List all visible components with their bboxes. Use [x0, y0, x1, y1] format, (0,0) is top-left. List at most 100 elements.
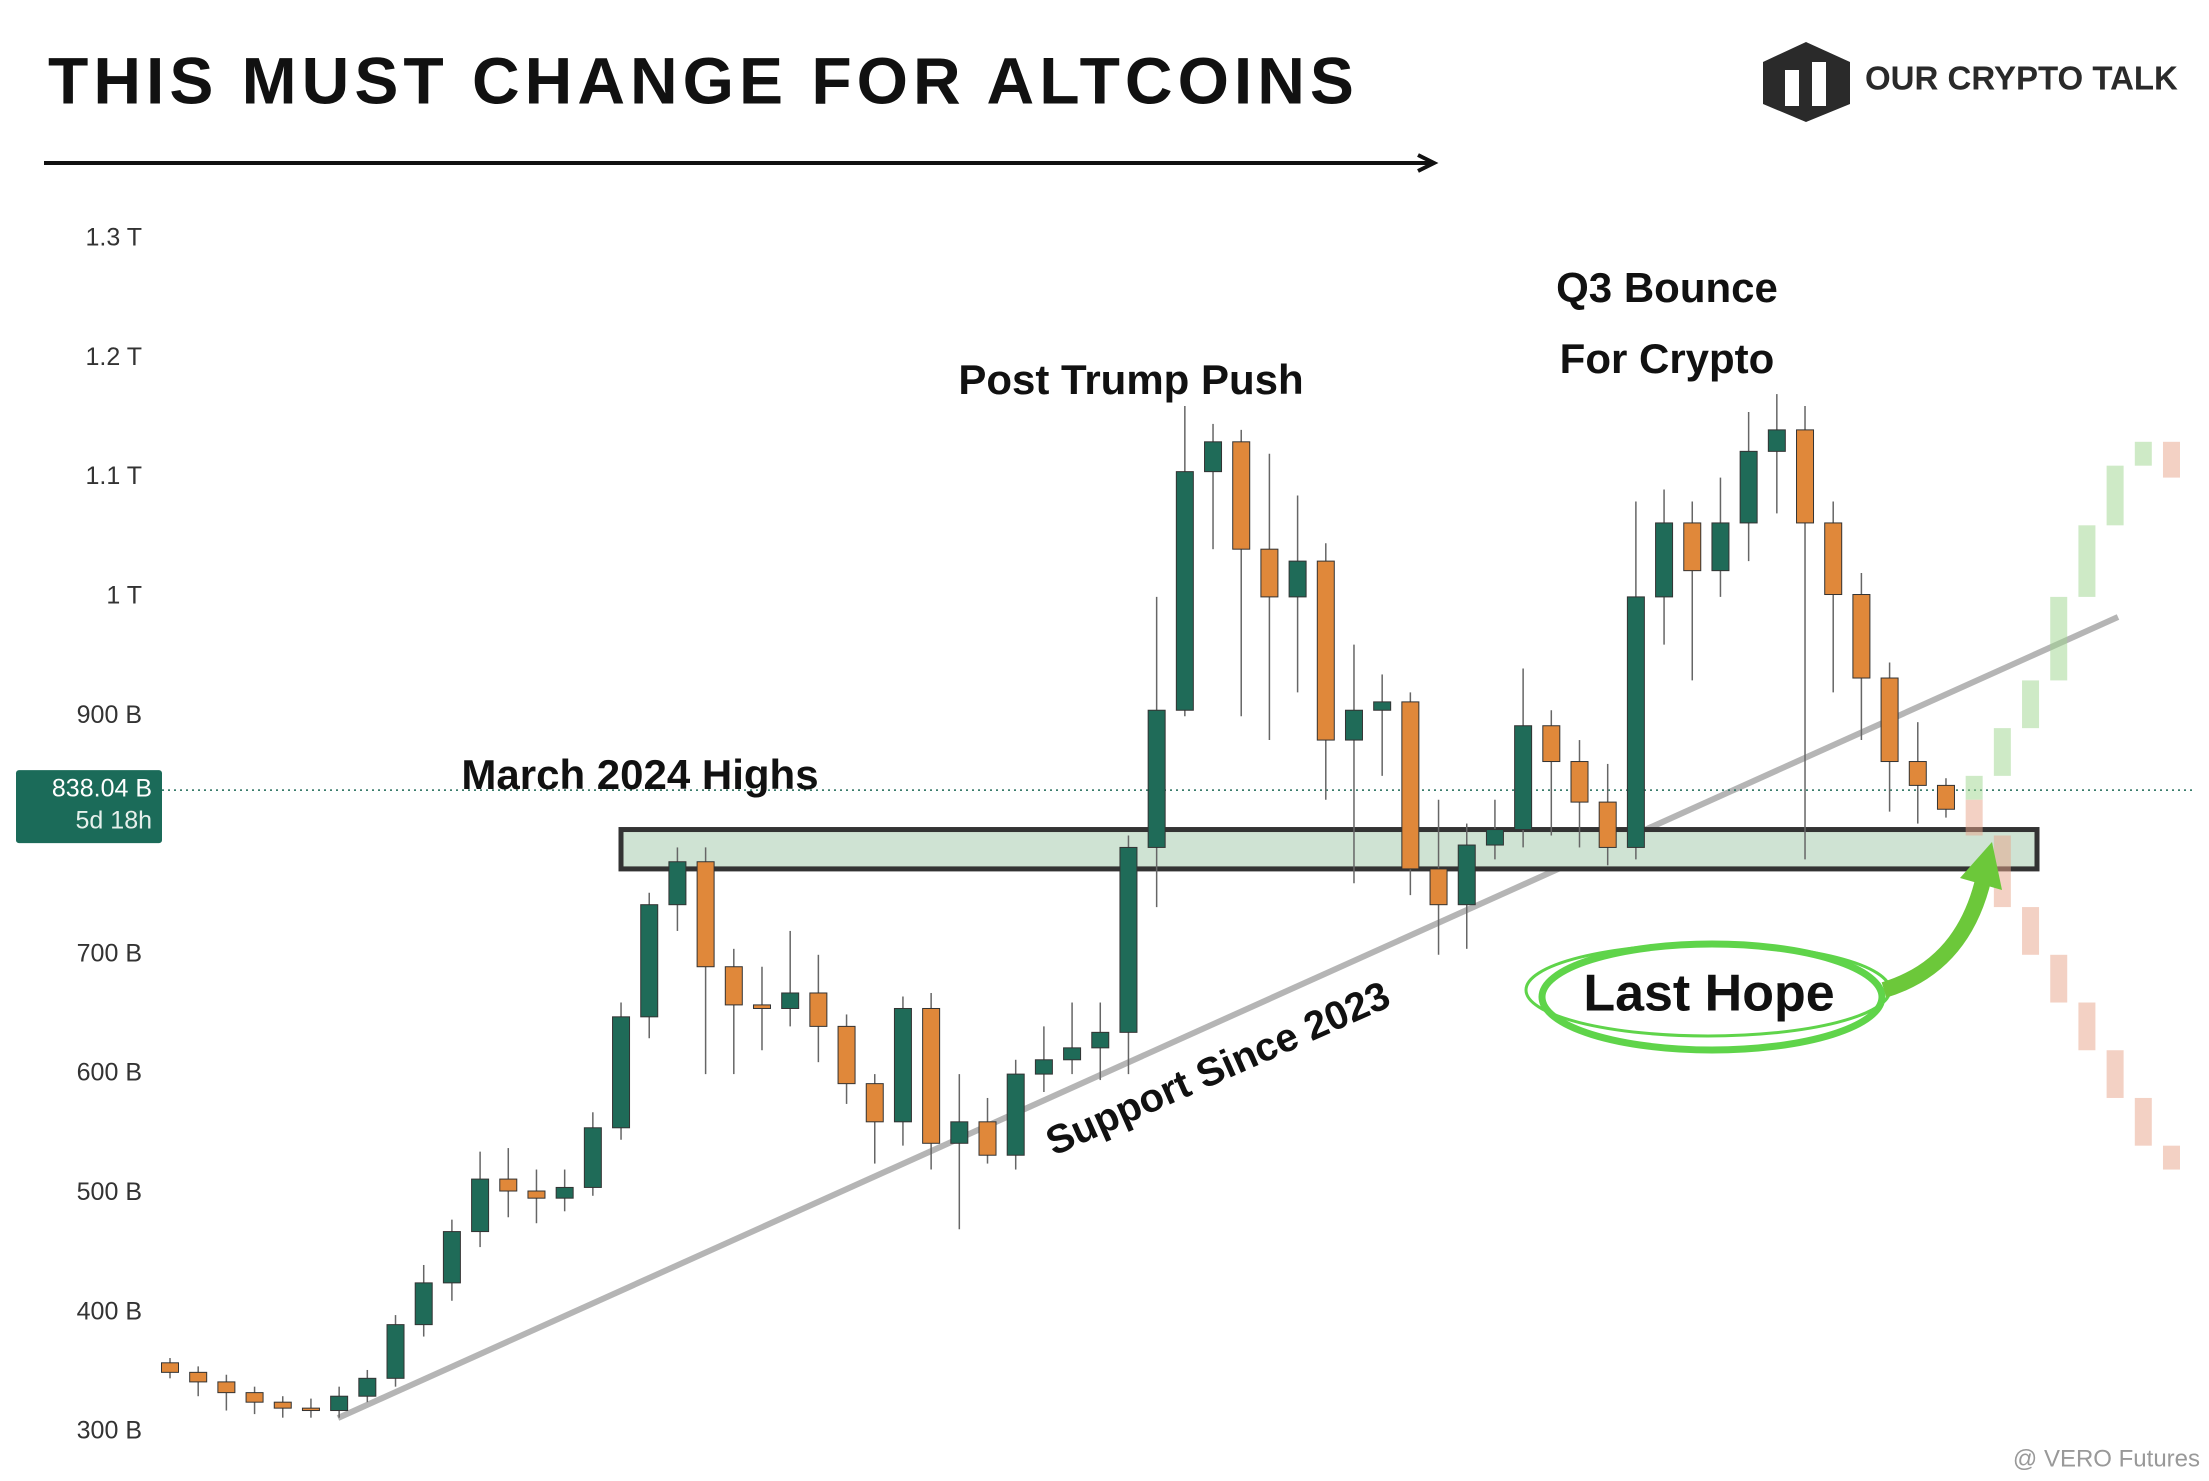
candle-body [527, 1190, 546, 1199]
annotation: Q3 Bounce [1556, 264, 1778, 311]
candle-body [1852, 594, 1871, 679]
candle-body [922, 1007, 941, 1144]
plot [161, 394, 2195, 1418]
candle-body [1796, 429, 1815, 524]
projection-candle [2050, 596, 2068, 681]
candle-body [330, 1395, 349, 1412]
candle-body [1908, 761, 1927, 786]
candle-body [1063, 1047, 1082, 1061]
annotation: Last Hope [1583, 965, 1834, 1023]
y-tick-label: 500 B [77, 1178, 142, 1206]
projection-candle [2078, 525, 2096, 597]
candle-body [301, 1407, 320, 1412]
candle-body [245, 1392, 264, 1403]
annotation: Post Trump Push [958, 356, 1303, 403]
projection-candle [2022, 680, 2040, 729]
projection-candle [2050, 954, 2068, 1003]
candle-body [837, 1025, 856, 1085]
annotation: For Crypto [1560, 335, 1775, 382]
candle-body [217, 1381, 236, 1394]
candle-body [414, 1282, 433, 1326]
y-tick-label: 900 B [77, 701, 142, 729]
candle-body [1006, 1073, 1025, 1156]
projection-candle [2022, 907, 2040, 955]
candle-body [752, 1004, 771, 1009]
candle-body [1457, 844, 1476, 906]
last-price-label: 838.04 B [52, 775, 152, 803]
candle-body [1598, 801, 1617, 848]
logo-text: OUR CRYPTO TALK [1865, 60, 2178, 97]
hope-arrow [1881, 870, 1993, 998]
candle-body [1824, 522, 1843, 596]
candle-body [1288, 560, 1307, 598]
candle-body [865, 1083, 884, 1123]
candle-body [893, 1007, 912, 1123]
candle-body [696, 861, 715, 968]
y-tick-label: 600 B [77, 1059, 142, 1087]
candle-body [1429, 868, 1448, 906]
candle-body [978, 1121, 997, 1156]
y-tick-label: 1.1 T [85, 462, 142, 490]
title-arrow [1417, 153, 1439, 173]
y-tick-label: 300 B [77, 1417, 142, 1445]
projection-candle [2078, 1002, 2096, 1051]
candle-body [386, 1324, 405, 1379]
candle-body [1936, 784, 1955, 810]
projection-candle [2106, 1050, 2124, 1098]
zone-label: March 2024 Highs [461, 751, 818, 798]
y-tick-label: 1.2 T [85, 343, 142, 371]
candle-body [1542, 725, 1561, 763]
candle-body [358, 1377, 377, 1397]
y-tick-label: 700 B [77, 939, 142, 967]
logo [1763, 42, 1850, 122]
candle-body [668, 861, 687, 906]
support-line [336, 614, 2120, 1421]
projection-candle [2134, 1097, 2152, 1146]
candle-body [809, 992, 828, 1027]
candle-body [1034, 1059, 1053, 1075]
candle-body [950, 1121, 969, 1144]
candle-body [161, 1362, 179, 1373]
candle-body [781, 992, 800, 1009]
candle-body [499, 1178, 518, 1192]
projection-candle [1993, 835, 2011, 908]
candle-body [1485, 829, 1504, 846]
candle-body [1119, 846, 1138, 1033]
candle-body [1880, 677, 1899, 763]
support-zone [618, 827, 2040, 872]
watermark: @ VERO Futures [2013, 1445, 2200, 1472]
candle-body [1373, 701, 1392, 711]
y-tick-label: 1 T [106, 582, 142, 610]
candle-body [640, 904, 659, 1018]
projection-candle [1965, 799, 1983, 836]
candle-body [1175, 471, 1194, 711]
candle-body [273, 1401, 292, 1409]
candle-body [1655, 522, 1674, 598]
candle-body [1260, 548, 1279, 598]
candle-body [1091, 1031, 1110, 1049]
candle-body [1514, 725, 1533, 831]
candle-body [1344, 709, 1363, 741]
projection-candle [1993, 728, 2011, 776]
annotation: Support Since 2023 [1039, 973, 1396, 1164]
chart-title: THIS MUST CHANGE FOR ALTCOINS [48, 43, 1359, 117]
candle-body [1739, 450, 1758, 524]
projection-candle [2106, 465, 2124, 526]
candle-body [724, 966, 743, 1006]
candle-body [189, 1371, 208, 1383]
candle-body [1316, 560, 1335, 741]
last-price-box [16, 770, 162, 844]
projection-candle [2134, 441, 2152, 466]
candle-body [1401, 701, 1420, 870]
candle-body [1147, 709, 1166, 848]
candle-body [1683, 522, 1702, 572]
candle-body [555, 1186, 574, 1199]
projection-candle [2162, 441, 2180, 478]
candle-body [1232, 441, 1251, 550]
candle-body [1626, 596, 1645, 848]
candle-body [1204, 441, 1223, 473]
candle-body [1711, 522, 1730, 572]
candle-body [442, 1231, 461, 1284]
candle-body [1767, 429, 1786, 452]
candle-body [612, 1016, 631, 1129]
